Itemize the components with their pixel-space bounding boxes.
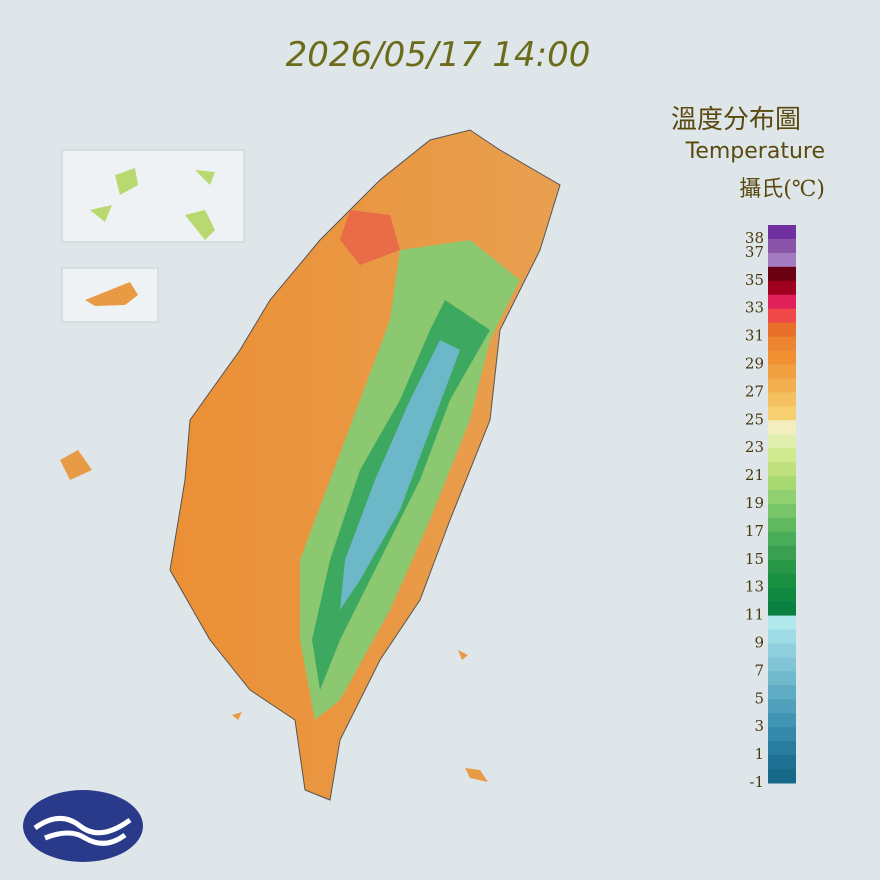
- legend-swatch: [768, 573, 796, 589]
- legend-tick-label: 11: [745, 606, 764, 624]
- legend-swatch: [768, 322, 796, 338]
- legend-swatch: [768, 350, 796, 365]
- legend-swatch: [768, 629, 796, 644]
- legend-swatch: [768, 406, 796, 421]
- legend-swatch: [768, 755, 796, 770]
- legend-swatch: [768, 420, 796, 435]
- legend-swatch: [768, 643, 796, 658]
- legend-swatch: [768, 308, 796, 324]
- legend-unit: 攝氏(℃): [739, 177, 825, 202]
- legend-swatch: [768, 280, 796, 296]
- legend-swatch: [768, 462, 796, 477]
- island: [85, 282, 138, 306]
- legend-tick-label: 21: [745, 466, 764, 484]
- legend-swatch: [768, 266, 796, 282]
- inset-box: [61, 149, 245, 243]
- legend-swatch: [768, 434, 796, 449]
- legend-tick-label: 25: [745, 410, 764, 428]
- legend-tick-label: 23: [745, 438, 764, 456]
- legend-tick-label: 29: [745, 355, 764, 373]
- legend-subtitle: Temperature: [685, 139, 825, 164]
- legend-swatch: [768, 699, 796, 714]
- legend-swatch: [768, 476, 796, 491]
- legend-swatch: [768, 727, 796, 742]
- legend-swatch: [768, 741, 796, 756]
- legend-swatch: [768, 225, 796, 240]
- legend-swatch: [768, 517, 796, 533]
- legend-swatch: [768, 252, 796, 268]
- legend-swatch: [768, 671, 796, 686]
- legend-tick-label: 1: [754, 745, 764, 763]
- legend-swatch: [768, 336, 796, 352]
- legend-tick-label: 3: [754, 717, 764, 735]
- legend-tick-label: 19: [745, 494, 764, 512]
- legend-title: 溫度分布圖: [671, 105, 801, 135]
- legend-tick-label: 31: [745, 327, 764, 345]
- legend-tick-label: 15: [745, 550, 764, 568]
- legend-swatch: [768, 545, 796, 561]
- legend-tick-label: 5: [754, 689, 764, 707]
- legend-swatch: [768, 238, 796, 254]
- legend-swatch: [768, 448, 796, 463]
- legend-swatch: [768, 587, 796, 603]
- legend-tick-label: 37: [745, 243, 764, 261]
- legend-swatch: [768, 392, 796, 407]
- legend-swatch: [768, 531, 796, 547]
- legend-tick-label: -1: [749, 773, 764, 791]
- hot-area: [340, 210, 400, 265]
- island: [90, 168, 215, 240]
- legend-tick-label: 9: [754, 634, 764, 652]
- legend-tick-label: 7: [754, 661, 764, 679]
- logo-mark: [33, 816, 132, 846]
- timestamp: 2026/05/17 14:00: [286, 35, 591, 75]
- legend-tick-label: 38: [745, 229, 764, 247]
- legend-tick-label: 27: [745, 382, 764, 400]
- legend-swatch: [768, 657, 796, 672]
- legend-tick-label: 13: [745, 578, 764, 596]
- legend-tick-label: 35: [745, 271, 764, 289]
- legend-tick-label: 33: [745, 299, 764, 317]
- legend-swatch: [768, 601, 796, 617]
- legend-tick-label: 17: [745, 522, 764, 540]
- legend-swatch: [768, 559, 796, 575]
- legend-swatch: [768, 713, 796, 728]
- legend-swatch: [768, 378, 796, 393]
- legend-swatch: [768, 490, 796, 505]
- legend-swatch: [768, 615, 796, 631]
- legend-swatch: [768, 294, 796, 310]
- peak-area: [340, 340, 460, 610]
- legend-swatch: [768, 685, 796, 700]
- legend-swatch: [768, 364, 796, 379]
- legend-swatch: [768, 769, 796, 784]
- legend-swatch: [768, 504, 796, 519]
